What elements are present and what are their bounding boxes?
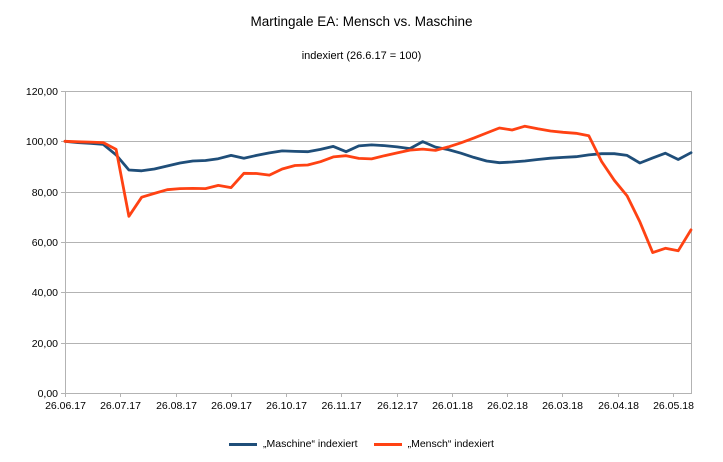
x-tick-label: 26.05.18 xyxy=(653,400,694,412)
x-tick-label: 26.04.18 xyxy=(598,400,639,412)
plot-border xyxy=(65,91,692,394)
legend-item-maschine: „Maschine“ indexiert xyxy=(229,438,358,450)
x-tick-label: 26.02.18 xyxy=(487,400,528,412)
x-tick-label: 26.12.17 xyxy=(377,400,418,412)
legend: „Maschine“ indexiert „Mensch“ indexiert xyxy=(0,438,723,450)
y-tick-label: 40,00 xyxy=(32,287,58,299)
x-tick-label: 26.08.17 xyxy=(156,400,197,412)
mensch-line xyxy=(63,124,693,255)
x-tick-label: 26.09.17 xyxy=(211,400,252,412)
y-tick-label: 60,00 xyxy=(32,237,58,249)
y-tick-label: 80,00 xyxy=(32,187,58,199)
chart-subtitle: indexiert (26.6.17 = 100) xyxy=(301,50,422,62)
maschine-line xyxy=(63,139,693,173)
y-tick-label: 100,00 xyxy=(26,136,58,148)
mensch-line-swatch xyxy=(373,442,402,446)
y-tick-label: 120,00 xyxy=(26,86,58,98)
x-tick-label: 26.10.17 xyxy=(266,400,307,412)
legend-label-maschine: „Maschine“ indexiert xyxy=(263,438,358,450)
x-tick-label: 26.03.18 xyxy=(542,400,583,412)
y-tick-label: 20,00 xyxy=(32,338,58,350)
legend-label-mensch: „Mensch“ indexiert xyxy=(407,438,494,450)
x-tick-label: 26.01.18 xyxy=(432,400,473,412)
x-tick-label: 26.11.17 xyxy=(321,400,361,412)
legend-item-mensch: „Mensch“ indexiert xyxy=(373,438,494,450)
chart-title: Martingale EA: Mensch vs. Maschine xyxy=(250,14,473,29)
y-tick-label: 0,00 xyxy=(38,388,59,400)
x-tick-label: 26.06.17 xyxy=(45,400,86,412)
x-tick-label: 26.07.17 xyxy=(100,400,141,412)
maschine-line-swatch xyxy=(229,442,258,446)
